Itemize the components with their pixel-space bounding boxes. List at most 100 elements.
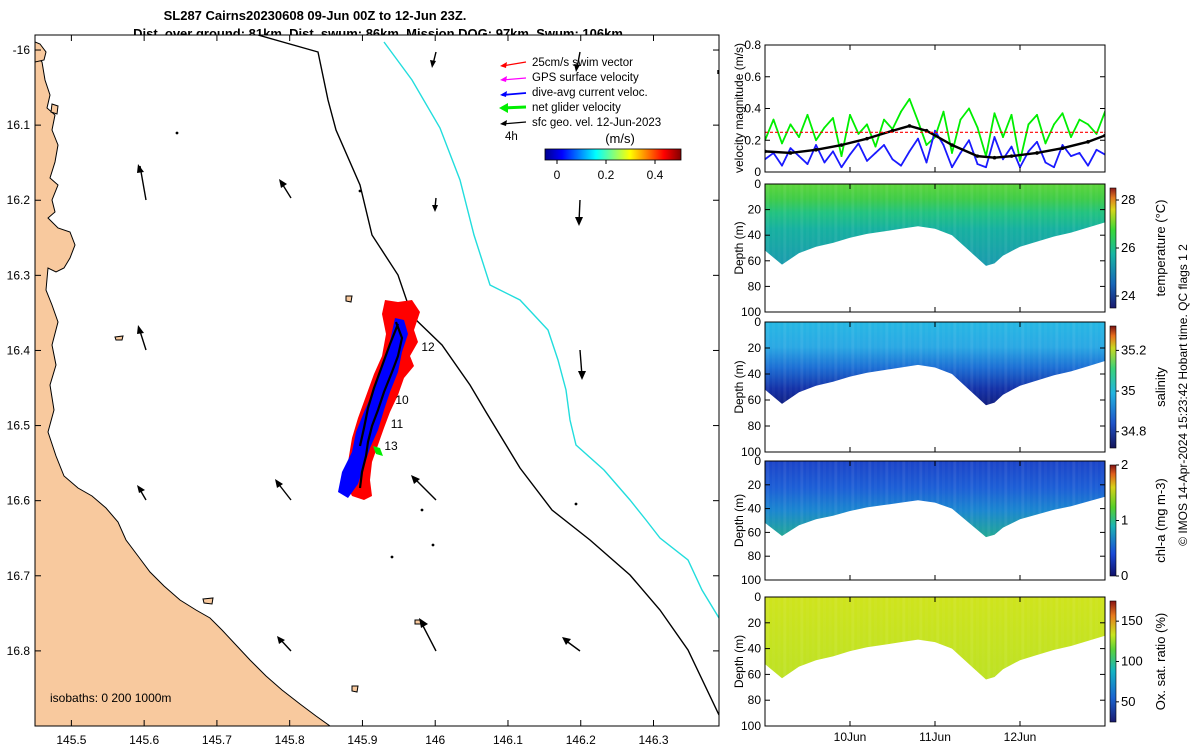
map-legend: 25cm/s swim vector GPS surface velocity … bbox=[499, 57, 682, 182]
map-y-tick-label: 16.6 bbox=[7, 494, 31, 508]
velocity-panel: 0 0.2 0.4 0.6 0.8 velocity magnitude (m/s) bbox=[732, 38, 1106, 179]
velocity-point bbox=[942, 110, 945, 113]
velocity-point bbox=[993, 136, 996, 138]
legend-scale-label: 4h bbox=[505, 131, 518, 143]
colorbar-label-chl-a: chl-a (mg m-3) bbox=[1153, 478, 1168, 563]
island-3 bbox=[345, 295, 353, 303]
legend-label-geo: sfc geo. vel. 12-Jun-2023 bbox=[532, 117, 661, 129]
velocity-point bbox=[1044, 142, 1047, 145]
map-panel: 12 10 11 13 bbox=[7, 34, 720, 747]
section-y-tick-label: 0 bbox=[754, 315, 761, 329]
geo-velocity-dots bbox=[175, 131, 578, 559]
section-y-tick-label: 0 bbox=[754, 590, 761, 604]
velocity-point bbox=[1070, 155, 1072, 158]
velocity-point bbox=[883, 144, 885, 146]
velocity-point bbox=[883, 118, 885, 121]
net-velocity-mark bbox=[373, 446, 383, 456]
time-axis-label: 12Jun bbox=[1004, 730, 1037, 744]
map-y-tick-label: 16.5 bbox=[7, 419, 31, 433]
velocity-y-tick-label: 0.2 bbox=[744, 133, 761, 147]
velocity-point bbox=[806, 163, 809, 165]
isobath-1000 bbox=[383, 41, 719, 619]
legend-swim-vector: 25cm/s swim vector bbox=[500, 57, 633, 69]
velocity-y-axis: 0 0.2 0.4 0.6 0.8 bbox=[744, 38, 1105, 179]
map-x-tick-label: 145.6 bbox=[129, 733, 159, 747]
velocity-point bbox=[866, 123, 868, 126]
legend-gps-velocity: GPS surface velocity bbox=[500, 72, 639, 84]
geo-velocity-arrows bbox=[137, 51, 719, 652]
map-x-tick-label: 146 bbox=[425, 733, 445, 747]
time-axis-label: 10Jun bbox=[834, 730, 867, 744]
velocity-point bbox=[993, 112, 996, 115]
section-panel-oxygen: 0 20 40 60 80 100 Depth (m) 50 100 150 Ox. sat. ra… bbox=[732, 590, 1168, 733]
velocity-y-tick-label: 0.6 bbox=[744, 70, 761, 84]
velocity-point bbox=[1002, 158, 1004, 161]
legend-label-gps: GPS surface velocity bbox=[532, 72, 639, 84]
velocity-point bbox=[866, 159, 868, 162]
velocity-point bbox=[1086, 140, 1090, 144]
section-y-tick-label: 0 bbox=[754, 454, 761, 468]
time-label-12: 12 bbox=[421, 340, 435, 354]
section-colorbar-temperature bbox=[1109, 187, 1117, 309]
velocity-point bbox=[917, 137, 919, 140]
map-x-tick-label: 146.1 bbox=[493, 733, 523, 747]
velocity-point bbox=[1078, 152, 1081, 154]
velocity-point bbox=[976, 163, 979, 165]
velocity-point bbox=[788, 151, 793, 155]
coastline-land bbox=[35, 35, 331, 726]
velocity-point bbox=[815, 144, 817, 146]
current-cloud bbox=[338, 318, 408, 498]
headland-top bbox=[35, 41, 47, 63]
section-colorbar-chl-a bbox=[1109, 464, 1117, 577]
time-axis-label: 11Jun bbox=[919, 730, 951, 744]
colorbar-tick-label: 50 bbox=[1121, 694, 1135, 709]
section-data-temperature bbox=[765, 184, 1105, 266]
velocity-point bbox=[950, 143, 954, 147]
time-axis: 10Jun 11Jun 12Jun bbox=[834, 730, 1037, 744]
velocity-point bbox=[814, 147, 818, 152]
colorbar-tick-label: 1 bbox=[1121, 513, 1128, 528]
velocity-point bbox=[890, 128, 895, 133]
glider-track bbox=[358, 321, 404, 489]
colorbar-tick-label: 100 bbox=[1121, 654, 1143, 669]
section-y-tick-label: 20 bbox=[748, 203, 762, 217]
velocity-point bbox=[798, 136, 800, 138]
velocity-point bbox=[772, 118, 775, 121]
credit-text: © IMOS 14-Apr-2024 15:23:42 Hobart time.… bbox=[1176, 244, 1190, 546]
velocity-point bbox=[1095, 133, 1098, 135]
section-y-tick-label: 60 bbox=[748, 393, 762, 407]
legend-current: dive-avg current veloc. bbox=[500, 87, 648, 99]
island-1 bbox=[50, 103, 59, 115]
section-y-tick-label: 20 bbox=[748, 341, 762, 355]
colorbar-tick-label: 35 bbox=[1121, 383, 1135, 398]
section-ylabel: Depth (m) bbox=[732, 360, 746, 413]
velocity-point bbox=[865, 136, 869, 141]
section-y-tick-label: 40 bbox=[748, 367, 762, 381]
isobath-label: isobaths: 0 200 1000m bbox=[50, 691, 171, 705]
section-ylabel: Depth (m) bbox=[732, 635, 746, 688]
map-x-tick-label: 145.7 bbox=[202, 733, 232, 747]
velocity-point bbox=[900, 164, 902, 167]
velocity-point bbox=[959, 118, 962, 121]
velocity-ylabel: velocity magnitude (m/s) bbox=[732, 43, 746, 173]
velocity-point bbox=[951, 152, 953, 154]
colorbar-tick-label: 24 bbox=[1121, 288, 1135, 303]
velocity-point bbox=[992, 155, 997, 160]
velocity-point bbox=[917, 120, 919, 123]
velocity-point bbox=[815, 139, 817, 142]
legend-colorbar bbox=[544, 148, 682, 161]
velocity-point bbox=[839, 143, 844, 147]
colorbar-label-salinity: salinity bbox=[1153, 367, 1168, 407]
velocity-point bbox=[925, 144, 928, 146]
velocity-point bbox=[985, 166, 987, 169]
section-data-oxygen bbox=[765, 597, 1105, 680]
velocity-point bbox=[1087, 164, 1089, 167]
velocity-point bbox=[874, 152, 877, 154]
velocity-point bbox=[968, 107, 970, 110]
section-data-salinity bbox=[765, 322, 1105, 406]
velocity-point bbox=[1053, 123, 1055, 126]
section-y-tick-label: 40 bbox=[748, 228, 762, 242]
section-y-tick-label: 80 bbox=[748, 693, 762, 707]
velocity-point bbox=[942, 144, 945, 146]
velocity-y-tick-label: 0.4 bbox=[744, 102, 761, 116]
